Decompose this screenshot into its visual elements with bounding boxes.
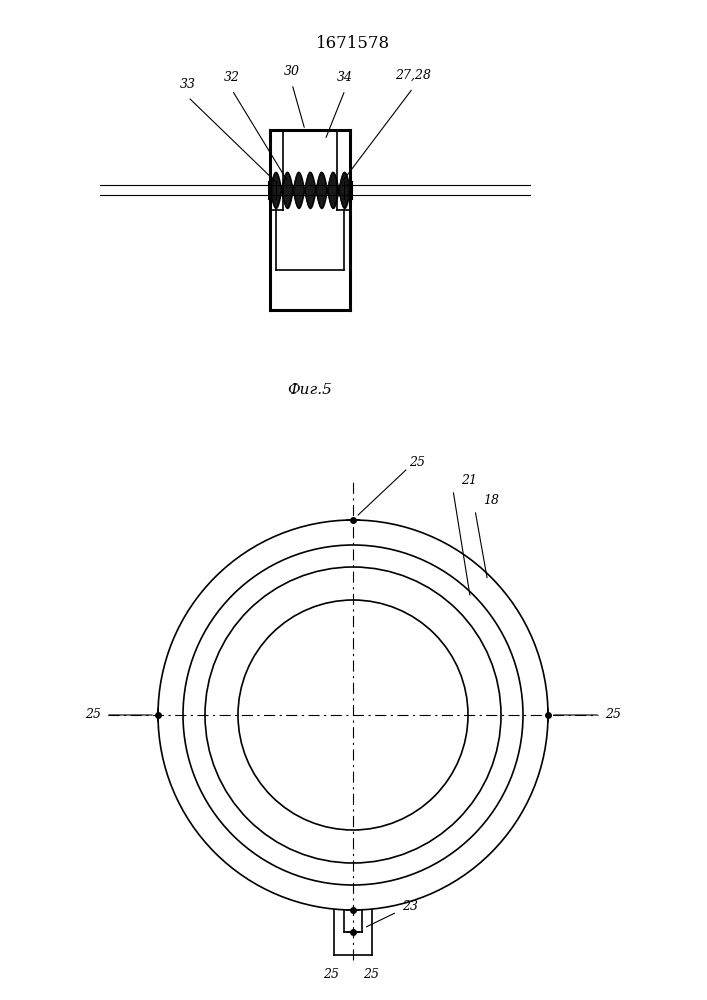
Text: 33: 33 (180, 78, 196, 91)
Text: Фиг.5: Фиг.5 (288, 383, 332, 397)
Text: 25: 25 (409, 456, 425, 470)
Text: 25: 25 (85, 708, 101, 722)
Text: 25: 25 (323, 968, 339, 982)
Text: 1671578: 1671578 (317, 34, 390, 51)
Text: 23: 23 (402, 900, 418, 914)
Text: 25: 25 (363, 968, 379, 982)
Text: 34: 34 (337, 71, 353, 84)
Text: 32: 32 (224, 71, 240, 84)
Text: 21: 21 (461, 474, 477, 487)
Text: 30: 30 (284, 65, 300, 78)
Text: 27,28: 27,28 (395, 69, 431, 82)
Text: 25: 25 (605, 708, 621, 722)
Text: 18: 18 (483, 493, 499, 506)
